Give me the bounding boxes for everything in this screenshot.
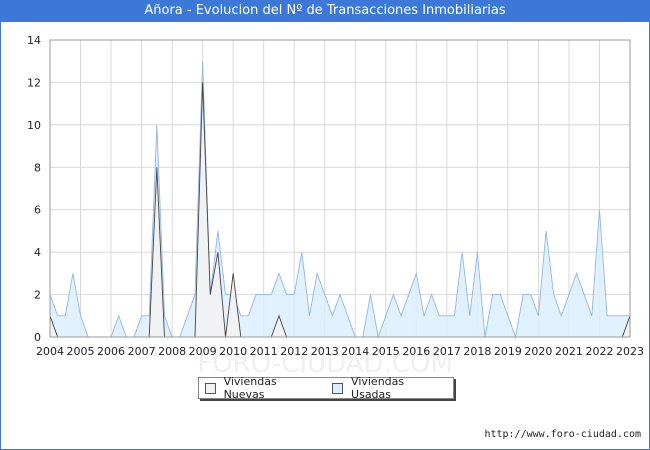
x-tick-label: 2021 (555, 345, 583, 358)
y-tick-label: 14 (27, 34, 41, 47)
x-tick-label: 2017 (433, 345, 461, 358)
legend-item-nuevas: Viviendas Nuevas (205, 375, 316, 401)
x-tick-label: 2005 (67, 345, 95, 358)
source-url: http://www.foro-ciudad.com (484, 429, 641, 440)
y-tick-label: 4 (34, 246, 41, 259)
y-tick-label: 0 (34, 331, 41, 344)
legend: Viviendas Nuevas Viviendas Usadas (198, 375, 454, 401)
y-tick-label: 8 (34, 161, 41, 174)
y-tick-label: 6 (34, 204, 41, 217)
legend-swatch-nuevas (205, 382, 216, 394)
x-tick-label: 2009 (189, 345, 217, 358)
y-tick-label: 12 (27, 76, 41, 89)
legend-label-usadas: Viviendas Usadas (351, 375, 405, 401)
legend-label-nuevas: Viviendas Nuevas (223, 375, 277, 401)
x-tick-label: 2013 (311, 345, 339, 358)
x-tick-label: 2007 (128, 345, 156, 358)
x-tick-label: 2011 (250, 345, 278, 358)
x-tick-label: 2006 (97, 345, 125, 358)
legend-item-usadas: Viviendas Usadas (332, 375, 443, 401)
x-tick-label: 2023 (616, 345, 644, 358)
x-tick-label: 2016 (402, 345, 430, 358)
x-tick-label: 2010 (219, 345, 247, 358)
x-tick-label: 2004 (36, 345, 64, 358)
plot-border (49, 39, 631, 338)
x-tick-label: 2015 (372, 345, 400, 358)
y-tick-label: 2 (34, 289, 41, 302)
legend-swatch-usadas (332, 382, 344, 394)
x-tick-label: 2008 (158, 345, 186, 358)
series-usadas-line (49, 61, 630, 339)
y-tick-label: 10 (27, 119, 41, 132)
plot-area (50, 40, 630, 337)
x-tick-label: 2019 (494, 345, 522, 358)
x-tick-label: 2018 (463, 345, 491, 358)
watermark: FORO-CIUDAD.COM (197, 349, 453, 379)
x-tick-label: 2014 (341, 345, 369, 358)
x-tick-label: 2020 (524, 345, 552, 358)
x-tick-label: 2022 (585, 345, 613, 358)
x-tick-label: 2012 (280, 345, 308, 358)
chart-title: Añora - Evolucion del Nº de Transaccione… (0, 0, 650, 22)
series-usadas-area (50, 61, 630, 338)
